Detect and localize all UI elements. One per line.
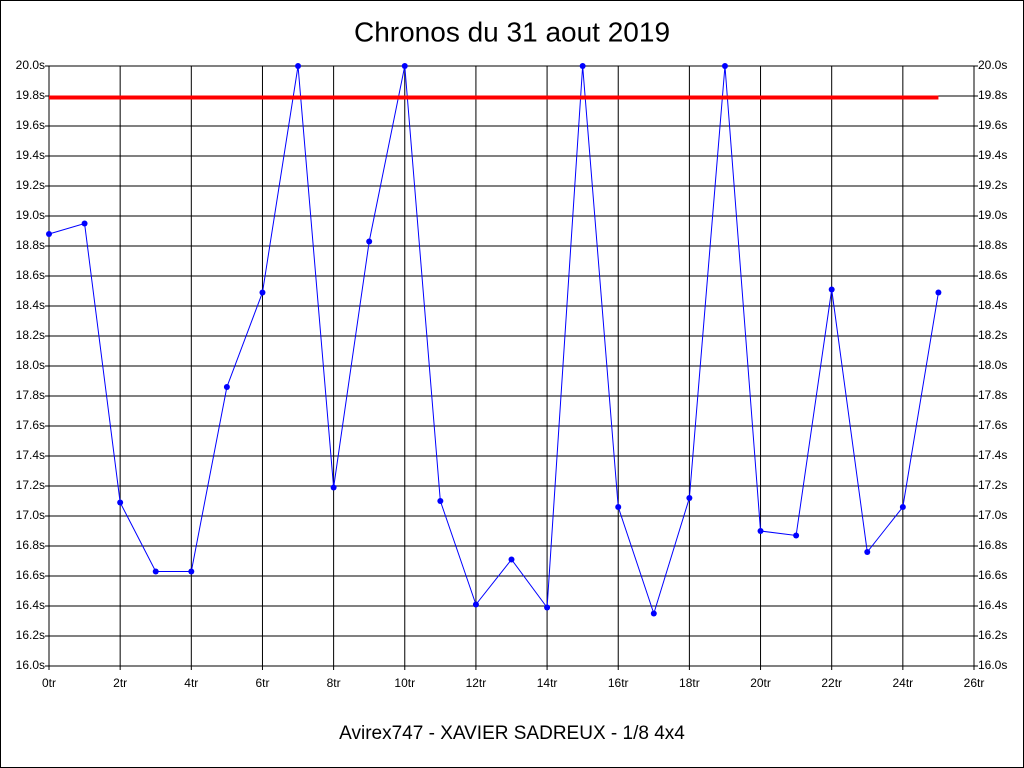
y-tick-label: 19.6s xyxy=(16,118,45,132)
y-tick-label: 19.4s xyxy=(16,148,45,162)
y2-tick-label: 19.6s xyxy=(978,118,1007,132)
point xyxy=(330,484,337,491)
point xyxy=(152,568,159,575)
y-tick-label: 19.0s xyxy=(16,208,45,222)
y-tick-label: 16.8s xyxy=(16,538,45,552)
y-tick-label: 17.8s xyxy=(16,388,45,402)
point xyxy=(223,384,230,390)
y2-tick-label: 18.2s xyxy=(978,328,1007,342)
y2-tick-label: 18.4s xyxy=(978,298,1007,312)
y-tick-label: 18.6s xyxy=(16,268,45,282)
point xyxy=(757,528,764,534)
x-tick-label: 16tr xyxy=(608,676,629,690)
x-tick-label: 2tr xyxy=(113,676,127,690)
x-tick-label: 12tr xyxy=(466,676,487,690)
point xyxy=(579,63,586,69)
y2-tick-label: 19.0s xyxy=(978,208,1007,222)
x-tick-label: 4tr xyxy=(184,676,198,690)
point xyxy=(615,504,622,510)
chart-title: Chronos du 31 aout 2019 xyxy=(354,16,670,47)
x-tick-label: 6tr xyxy=(255,676,269,690)
y2-tick-label: 19.4s xyxy=(978,148,1007,162)
y-tick-label: 17.6s xyxy=(16,418,45,432)
y-tick-label: 19.8s xyxy=(16,88,45,102)
y2-tick-label: 18.0s xyxy=(978,358,1007,372)
y-tick-label: 16.2s xyxy=(16,628,45,642)
point xyxy=(46,231,52,237)
point xyxy=(544,604,551,611)
point xyxy=(899,504,906,510)
point xyxy=(401,63,408,69)
y-tick-label: 17.4s xyxy=(16,448,45,462)
y-tick-label: 19.2s xyxy=(16,178,45,192)
point xyxy=(259,289,266,296)
y2-tick-label: 16.2s xyxy=(978,628,1007,642)
point xyxy=(366,238,373,245)
x-tick-label: 8tr xyxy=(327,676,341,690)
point xyxy=(793,532,800,539)
point xyxy=(935,289,942,296)
y2-tick-label: 16.4s xyxy=(978,598,1007,612)
point xyxy=(721,63,728,69)
y-tick-label: 18.2s xyxy=(16,328,45,342)
point xyxy=(295,63,302,69)
y-tick-label: 20.0s xyxy=(16,58,45,72)
y2-tick-label: 17.4s xyxy=(978,448,1007,462)
y-tick-label: 17.2s xyxy=(16,478,45,492)
y2-tick-label: 17.8s xyxy=(978,388,1007,402)
y2-tick-label: 17.2s xyxy=(978,478,1007,492)
x-tick-label: 26tr xyxy=(964,676,985,690)
x-tick-label: 20tr xyxy=(750,676,771,690)
point xyxy=(864,549,871,555)
point xyxy=(472,601,479,608)
chart-subtitle: Avirex747 - XAVIER SADREUX - 1/8 4x4 xyxy=(339,723,685,744)
y-tick-label: 18.8s xyxy=(16,238,45,252)
y2-tick-label: 16.8s xyxy=(978,538,1007,552)
point xyxy=(117,499,124,506)
y2-tick-label: 16.6s xyxy=(978,568,1007,582)
x-tick-label: 0tr xyxy=(42,676,56,690)
y-tick-label: 16.0s xyxy=(16,658,45,672)
y2-tick-label: 18.6s xyxy=(978,268,1007,282)
x-tick-label: 10tr xyxy=(394,676,415,690)
y2-tick-label: 17.0s xyxy=(978,508,1007,522)
x-tick-label: 14tr xyxy=(537,676,558,690)
series-line xyxy=(48,65,939,616)
y2-tick-label: 19.8s xyxy=(978,88,1007,102)
point xyxy=(686,495,693,501)
x-tick-label: 22tr xyxy=(821,676,842,690)
y-tick-label: 16.6s xyxy=(16,568,45,582)
x-tick-label: 18tr xyxy=(679,676,700,690)
y2-tick-label: 20.0s xyxy=(978,58,1007,72)
y2-tick-label: 18.8s xyxy=(978,238,1007,252)
point xyxy=(188,568,195,575)
y-tick-label: 17.0s xyxy=(16,508,45,522)
y-tick-label: 18.4s xyxy=(16,298,45,312)
y2-tick-label: 17.6s xyxy=(978,418,1007,432)
y-tick-label: 16.4s xyxy=(16,598,45,612)
y2-tick-label: 19.2s xyxy=(978,178,1007,192)
point xyxy=(650,610,657,617)
point xyxy=(508,556,515,563)
point xyxy=(81,220,88,227)
x-tick-label: 24tr xyxy=(893,676,914,690)
y2-tick-label: 16.0s xyxy=(978,658,1007,672)
point xyxy=(437,498,444,504)
y-tick-label: 18.0s xyxy=(16,358,45,372)
point xyxy=(828,286,835,293)
